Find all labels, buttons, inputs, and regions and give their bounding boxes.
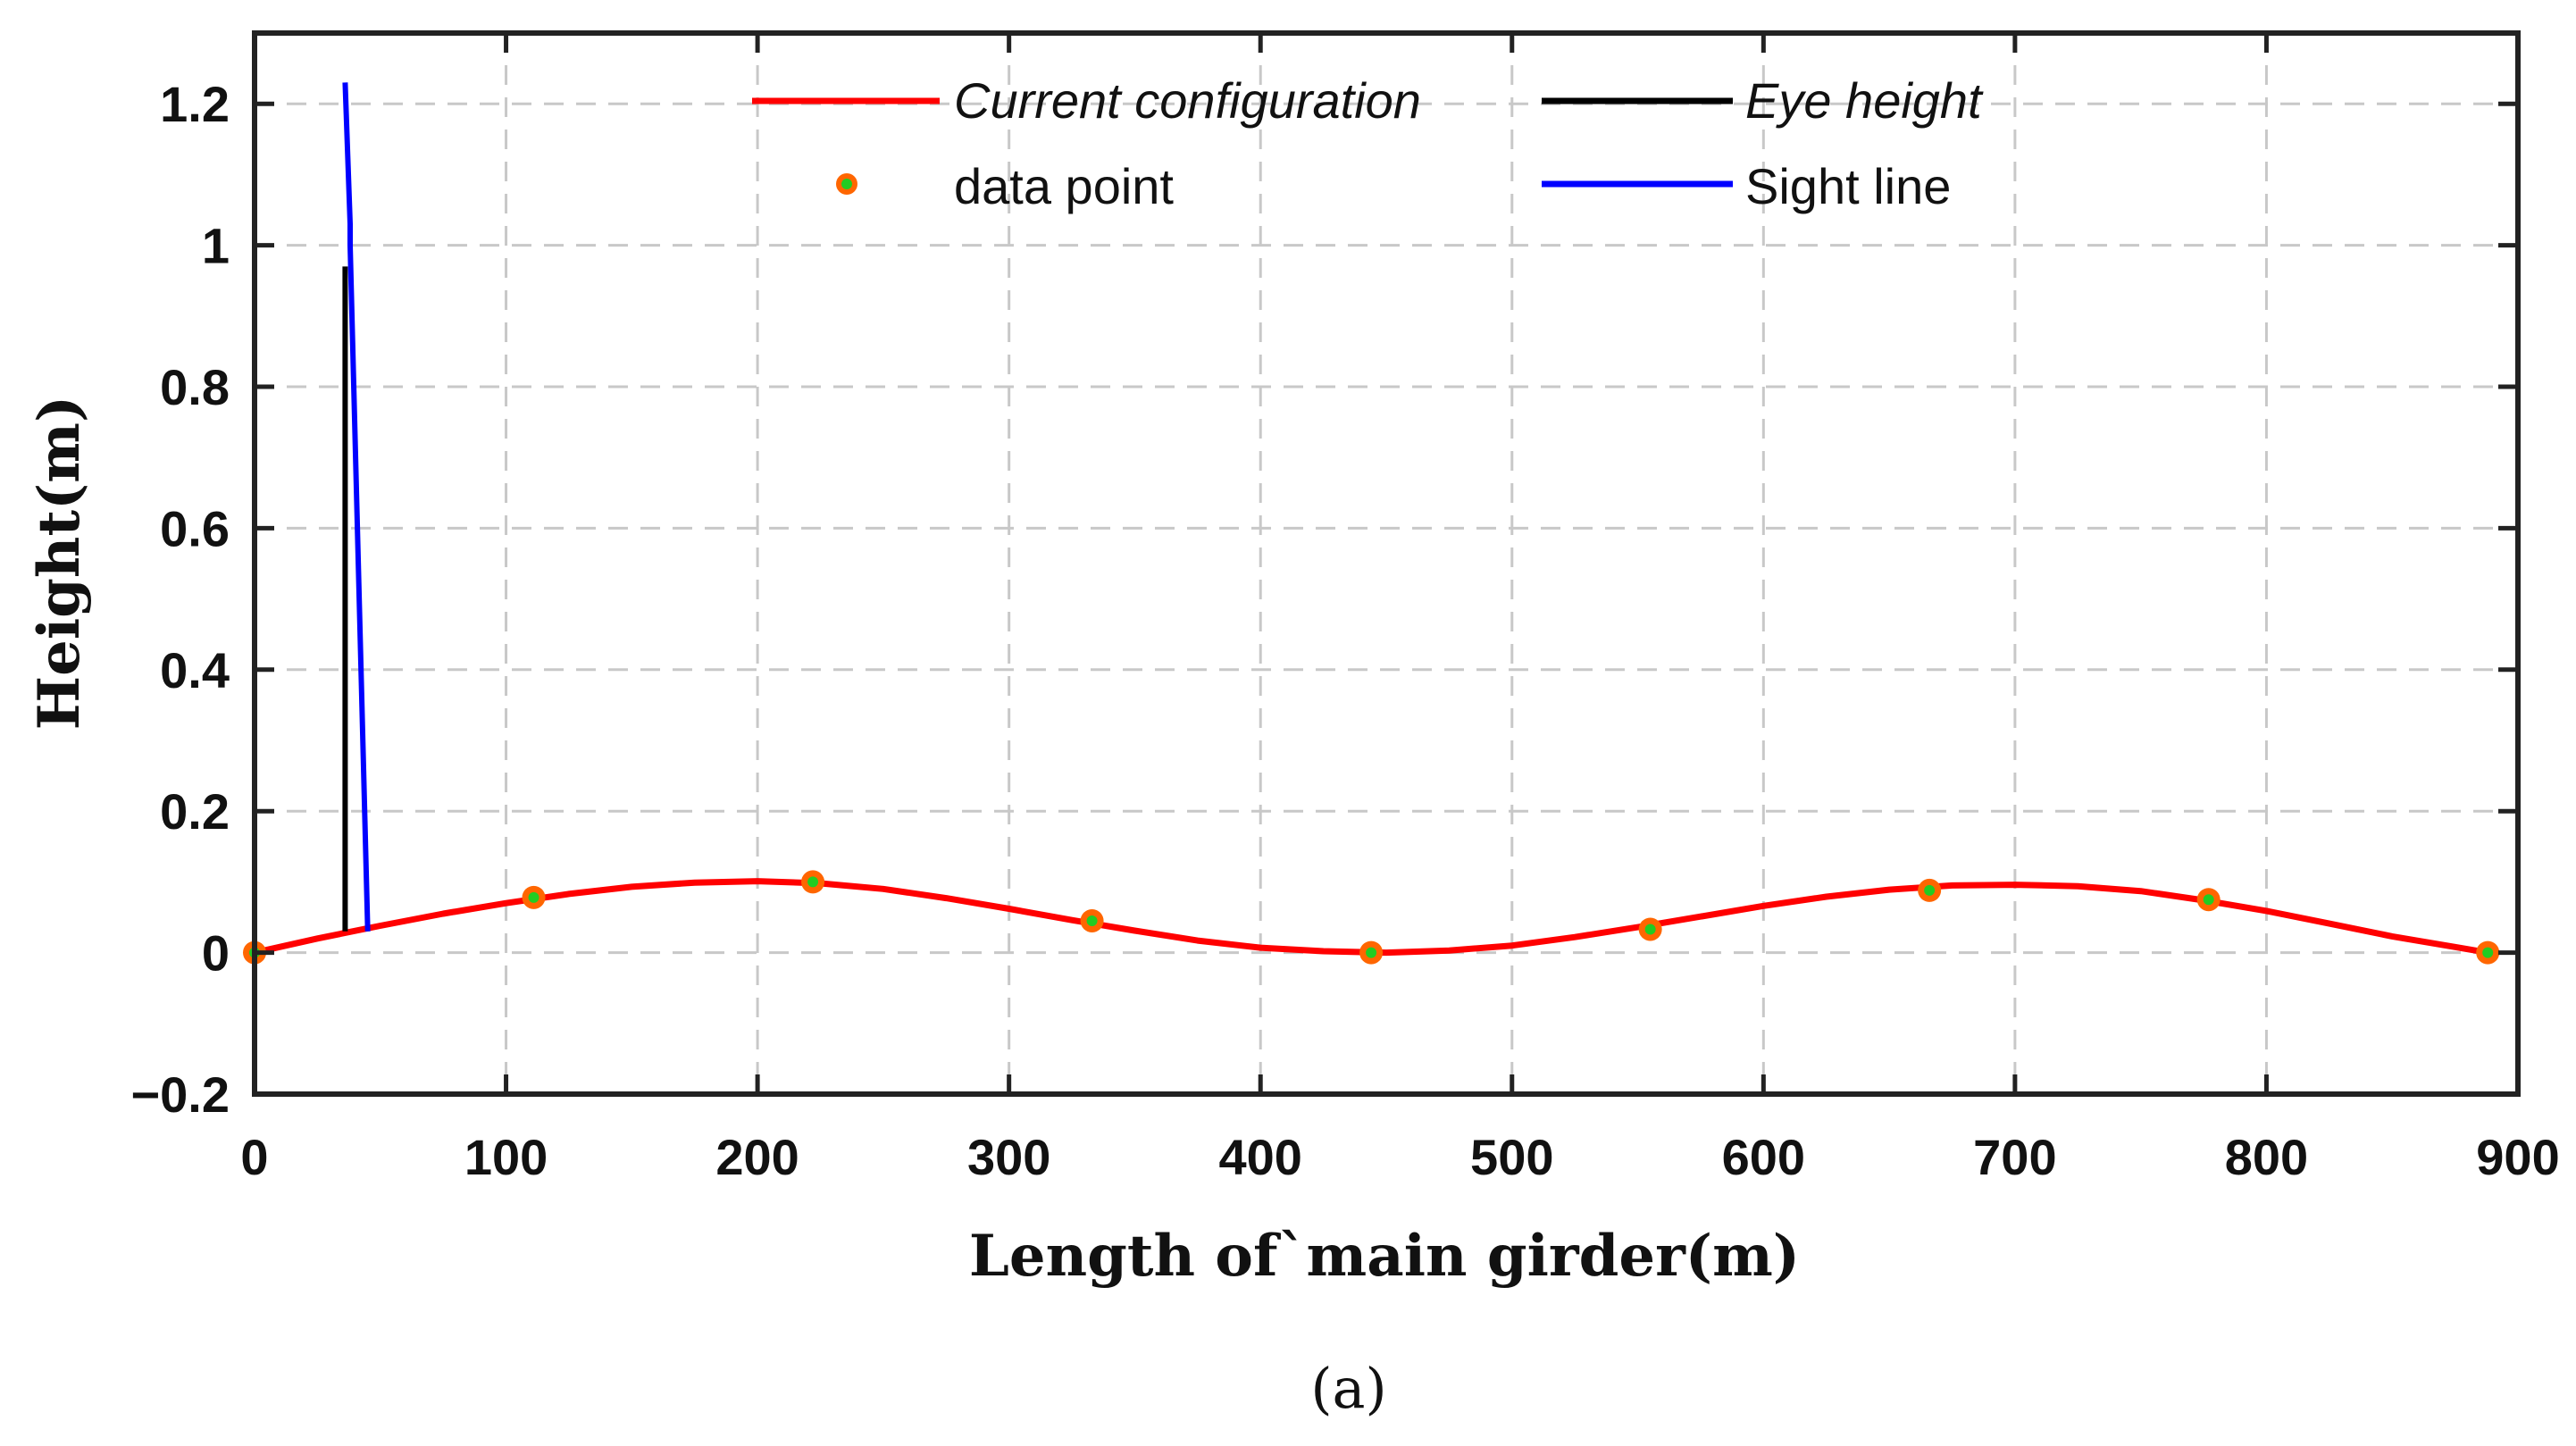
legend-swatch-data-point-inner (841, 179, 852, 189)
data-point-marker-inner (1086, 915, 1098, 926)
x-tick-label: 500 (1470, 1129, 1553, 1185)
data-point-marker-inner (1644, 924, 1656, 935)
y-tick-label: 0.4 (160, 642, 230, 698)
x-tick-label: 700 (1973, 1129, 2056, 1185)
x-axis-label: Length of`main girder(m) (969, 1223, 1800, 1290)
series-current-configuration (254, 878, 2488, 957)
plot-frame (252, 30, 2521, 1097)
data-point-marker-inner (2203, 894, 2214, 906)
y-tick-label: 0 (202, 925, 230, 982)
data-point-marker-inner (807, 876, 819, 888)
x-tick-label: 800 (2225, 1129, 2308, 1185)
legend-label-sight-line: Sight line (1745, 158, 1951, 214)
data-point-marker-inner (528, 891, 539, 903)
x-tick-label: 100 (464, 1129, 548, 1185)
data-point-marker-inner (1366, 947, 1377, 958)
data-point-marker-inner (2482, 947, 2494, 958)
y-tick-label: −0.2 (130, 1066, 230, 1123)
legend-label-eye-height: Eye height (1745, 72, 1984, 129)
y-tick-label: 0.8 (160, 359, 230, 415)
y-tick-label: 0.6 (160, 500, 230, 556)
series-sight-line (342, 82, 371, 932)
legend: Current configuration data point Eye hei… (752, 72, 1984, 214)
x-tick-label: 200 (715, 1129, 799, 1185)
y-tick-label: 1 (202, 218, 230, 274)
x-tick-label: 0 (240, 1129, 268, 1185)
x-tick-labels: 0 100 200 300 400 500 600 700 800 900 (240, 1129, 2559, 1185)
legend-label-current-configuration: Current configuration (954, 72, 1421, 129)
y-tick-label: 0.2 (160, 783, 230, 840)
figure-caption: (a) (1310, 1356, 1386, 1421)
axis-ticks (252, 33, 2521, 1097)
y-tick-label: 1.2 (160, 76, 230, 132)
legend-label-data-point: data point (954, 158, 1174, 214)
plot-area (243, 82, 2500, 965)
y-axis-label: Height(m) (26, 396, 93, 731)
x-tick-label: 900 (2476, 1129, 2559, 1185)
y-tick-labels: −0.2 0 0.2 0.4 0.6 0.8 1 1.2 (130, 76, 230, 1123)
x-tick-label: 400 (1219, 1129, 1302, 1185)
x-tick-label: 300 (967, 1129, 1050, 1185)
x-tick-label: 600 (1722, 1129, 1805, 1185)
data-point-marker-inner (1924, 884, 1936, 896)
